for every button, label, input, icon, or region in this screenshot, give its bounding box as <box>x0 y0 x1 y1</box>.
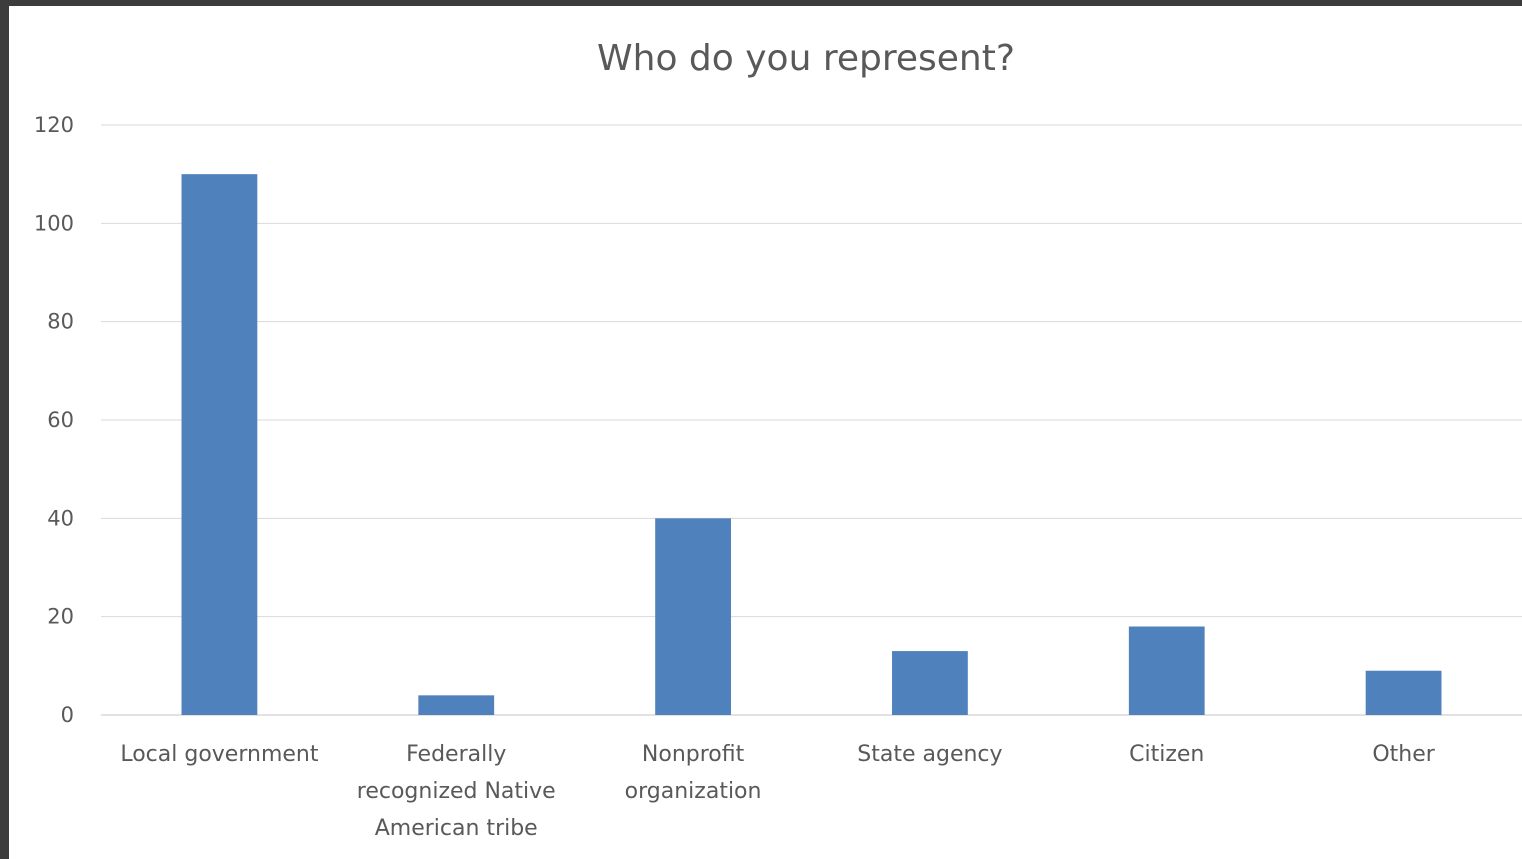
bar <box>181 174 258 715</box>
y-tick-label: 80 <box>47 310 74 334</box>
y-tick-label: 20 <box>47 605 74 629</box>
x-category-label: Nonprofit <box>642 742 745 767</box>
bar <box>892 651 968 715</box>
chart-frame: Who do you represent? 0 20 40 60 80 100 120 Lo… <box>9 6 1522 859</box>
x-category-label: Citizen <box>1129 742 1204 767</box>
x-category-label: recognized Native <box>357 779 556 804</box>
bar <box>1128 626 1205 715</box>
x-category-label: Federally <box>406 742 506 767</box>
chart-title: Who do you represent? <box>597 38 1015 79</box>
x-axis-category-labels: Local government Federally recognized Nati… <box>120 742 1435 841</box>
bar <box>418 695 495 715</box>
bar-chart: Who do you represent? 0 20 40 60 80 100 120 Lo… <box>34 38 1522 841</box>
gridlines <box>101 124 1522 716</box>
y-tick-label: 60 <box>47 408 74 432</box>
bars <box>181 174 1442 715</box>
x-category-label: American tribe <box>375 816 538 841</box>
y-tick-label: 120 <box>34 113 74 137</box>
y-tick-label: 0 <box>61 703 74 727</box>
bar <box>655 518 731 715</box>
x-category-label: Local government <box>120 742 319 767</box>
x-category-label: Other <box>1372 742 1435 767</box>
y-tick-label: 100 <box>34 211 74 235</box>
x-category-label: organization <box>625 779 762 804</box>
y-tick-label: 40 <box>47 506 74 530</box>
y-axis-tick-labels: 0 20 40 60 80 100 120 <box>34 113 74 727</box>
x-category-label: State agency <box>857 742 1002 767</box>
bar <box>1365 670 1442 715</box>
